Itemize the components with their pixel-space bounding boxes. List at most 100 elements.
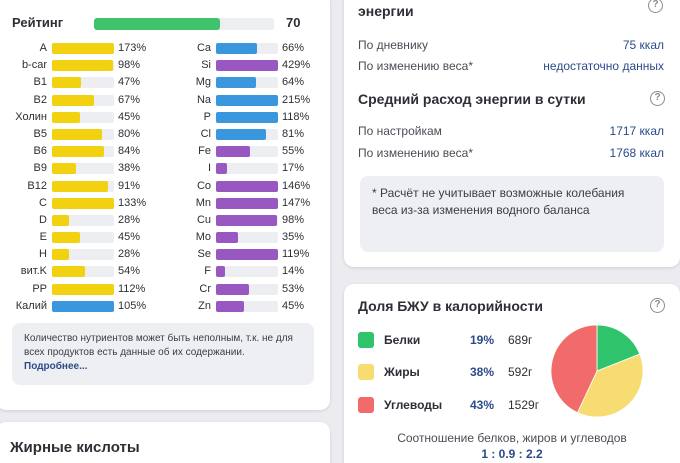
nutrient-bar — [52, 94, 114, 106]
help-circle-icon[interactable]: ? — [650, 91, 665, 106]
bju-row-fat: Жиры 38% 592г — [358, 362, 548, 382]
nutrient-row: Cl 81% — [164, 127, 329, 144]
fatty-acids-title: Жирные кислоты — [10, 439, 140, 456]
nutrient-bar-fill — [52, 197, 114, 209]
nutrient-row: Mg 64% — [164, 75, 329, 92]
nutrient-percent: 45% — [118, 110, 141, 123]
avg-energy-row-value: 1717 ккал — [609, 124, 664, 138]
bju-pie-chart — [550, 324, 644, 418]
nutrient-bar — [216, 94, 278, 106]
help-circle-icon[interactable]: ? — [648, 0, 663, 13]
nutrient-row: E 45% — [0, 230, 165, 247]
nutrient-bar — [216, 266, 278, 278]
ratio-text: Соотношение белков, жиров и углеводов — [397, 431, 627, 445]
nutrient-bar-fill — [52, 283, 114, 295]
nutrient-row: H 28% — [0, 247, 165, 264]
nutrient-bar-fill — [216, 214, 277, 226]
rating-value: 70 — [286, 15, 301, 30]
help-circle-icon[interactable]: ? — [650, 298, 665, 313]
energy-card: энергии ? По дневнику 75 ккал По изменен… — [344, 0, 680, 267]
nutrient-row: B5 80% — [0, 127, 165, 144]
nutrient-row: вит.K 54% — [0, 264, 165, 281]
rating-label: Рейтинг — [12, 15, 64, 30]
minerals-list: Ca 66% Si 429% Mg 64% Na 215% P 118% Cl 81% Fe 55% I 17… — [164, 41, 329, 316]
nutrient-name: Ca — [196, 42, 211, 54]
bju-grams: 689г — [508, 333, 533, 347]
nutrient-name: I — [207, 162, 211, 175]
avg-energy-row-label: По изменению веса* — [358, 146, 473, 160]
nutrient-name: b-car — [21, 59, 47, 72]
nutrient-name: C — [39, 196, 47, 209]
nutrient-bar — [52, 266, 114, 278]
bju-name: Углеводы — [384, 398, 443, 412]
nutrient-bar — [216, 111, 278, 123]
nutrient-bar-fill — [52, 300, 114, 312]
bju-title: Доля БЖУ в калорийности — [358, 298, 544, 314]
nutrient-name: B12 — [27, 179, 47, 192]
energy-row-value: недостаточно данных — [543, 59, 664, 73]
nutrient-percent: 112% — [118, 282, 146, 295]
nutrient-name: P — [203, 110, 211, 123]
nutrient-row: B9 38% — [0, 161, 165, 178]
nutrient-percent: 14% — [282, 265, 305, 278]
nutrient-percent: 147% — [282, 196, 311, 209]
nutrient-name: Mo — [195, 231, 211, 244]
bju-percent: 19% — [470, 333, 495, 347]
nutrient-row: PP 112% — [0, 282, 165, 299]
nutrient-bar — [216, 146, 278, 158]
bju-percent: 43% — [470, 398, 495, 412]
nutrient-percent: 81% — [282, 127, 305, 140]
nutrient-percent: 118% — [282, 110, 310, 123]
nutrient-row: B6 84% — [0, 144, 165, 161]
nutrient-percent: 84% — [118, 145, 141, 158]
nutrient-bar-fill — [216, 111, 278, 123]
nutrient-percent: 53% — [282, 282, 305, 295]
nutrient-row: C 133% — [0, 196, 165, 213]
nutrient-row: B12 91% — [0, 179, 165, 196]
bju-row-carbs: Углеводы 43% 1529г — [358, 395, 548, 415]
nutrient-name: Zn — [198, 299, 211, 312]
nutrient-name: Fe — [198, 145, 211, 158]
nutrient-bar-fill — [52, 266, 86, 278]
nutrient-name: Mn — [195, 196, 211, 209]
vitamins-list: A 173% b-car 98% B1 47% B2 67% Холин 45% B5 80% B6 84… — [0, 41, 165, 316]
nutrient-percent: 173% — [118, 42, 147, 54]
nutrient-bar-fill — [52, 60, 113, 72]
bju-grams: 1529г — [508, 398, 540, 412]
nutrient-name: Na — [196, 93, 211, 106]
nutrient-row: P 118% — [164, 110, 329, 127]
energy-row-label: По изменению веса* — [358, 59, 473, 73]
nutrient-bar-fill — [52, 232, 80, 244]
nutrient-name: Холин — [15, 110, 47, 123]
nutrient-bar — [52, 232, 114, 244]
nutrient-row: b-car 98% — [0, 58, 165, 75]
nutrient-bar — [216, 214, 278, 226]
nutrient-percent: 98% — [282, 213, 305, 226]
bju-name: Белки — [384, 333, 421, 347]
nutrient-bar — [216, 300, 278, 312]
avg-energy-title: Средний расход энергии в сутки — [358, 91, 586, 107]
nutrient-bar — [52, 197, 114, 209]
nutrient-bar-fill — [52, 111, 80, 123]
nutrient-row: Cr 53% — [164, 282, 329, 299]
more-info-link[interactable]: Подробнее... — [24, 361, 88, 372]
nutrient-name: B9 — [33, 162, 47, 175]
nutrient-bar — [216, 180, 278, 192]
nutrient-row: Mn 147% — [164, 196, 329, 213]
nutrient-bar-fill — [216, 249, 278, 261]
rating-row: Рейтинг 70 — [12, 14, 312, 34]
nutrient-row: Холин 45% — [0, 110, 165, 127]
nutrient-percent: 64% — [282, 76, 305, 89]
nutrient-row: I 17% — [164, 161, 329, 178]
calculation-footnote: * Расчёт не учитывает возможные колебани… — [360, 176, 664, 252]
nutrient-bar-fill — [216, 197, 278, 209]
nutrient-bar — [52, 163, 114, 175]
nutrient-percent: 45% — [118, 231, 141, 244]
nutrient-name: B5 — [33, 127, 47, 140]
nutrient-bar — [52, 146, 114, 158]
nutrient-bar-fill — [52, 94, 94, 106]
nutrient-bar — [216, 163, 278, 175]
nutrients-card: Рейтинг 70 A 173% b-car 98% B1 47% B2 67% Холин 4… — [0, 0, 330, 410]
nutrient-name: Mg — [195, 76, 211, 89]
nutrient-name: A — [39, 42, 47, 54]
